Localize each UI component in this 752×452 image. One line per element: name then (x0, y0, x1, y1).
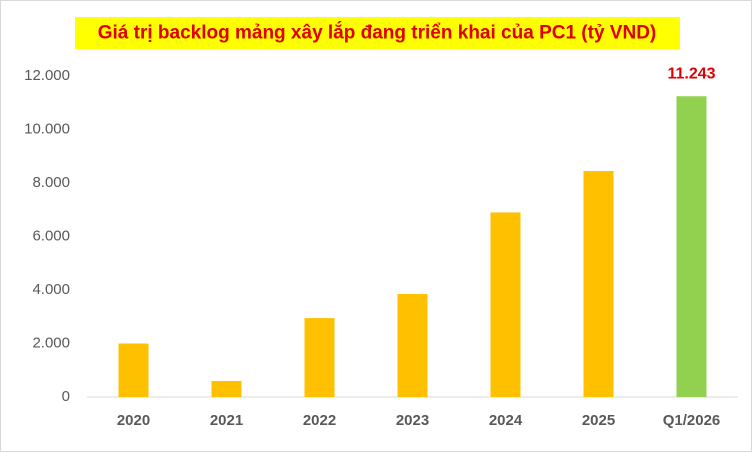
x-tick-label: 2020 (117, 412, 150, 429)
bar (397, 294, 428, 397)
x-tick-label: 2021 (210, 412, 243, 429)
title-background (75, 17, 680, 49)
y-tick-label: 10.000 (24, 120, 70, 137)
y-tick-label: 12.000 (24, 67, 70, 84)
bar (583, 170, 614, 397)
y-tick-label: 4.000 (32, 281, 70, 298)
chart-title: Giá trị backlog mảng xây lắp đang triển … (98, 22, 657, 44)
x-tick-label: 2023 (396, 412, 429, 429)
bar (118, 343, 149, 397)
bar (490, 212, 521, 397)
y-tick-label: 8.000 (32, 174, 70, 191)
bar (211, 380, 242, 397)
bar (676, 96, 707, 397)
x-tick-label: 2024 (489, 412, 523, 429)
x-tick-label: 2022 (303, 412, 336, 429)
x-tick-label: Q1/2026 (663, 412, 721, 429)
y-tick-label: 2.000 (32, 334, 70, 351)
y-tick-label: 6.000 (32, 227, 70, 244)
x-tick-label: 2025 (582, 412, 615, 429)
bar (304, 318, 335, 397)
value-label: 11.243 (667, 65, 715, 82)
y-tick-label: 0 (62, 388, 70, 405)
